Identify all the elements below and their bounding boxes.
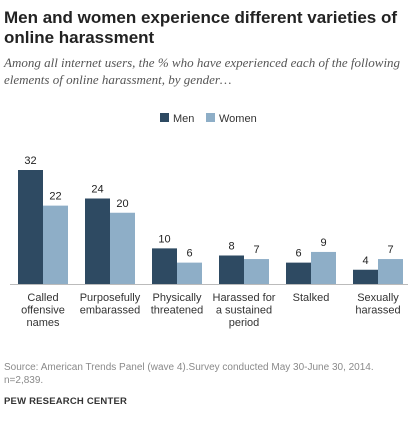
category-label: Stalked [293,292,330,304]
data-label: 6 [295,248,301,260]
legend-swatch [160,113,169,122]
category-label-line: Called [27,292,58,304]
bar-chart: Men Women 32 22 24 20 10 6 8 7 6 9 4 7 Called offensi… [10,113,408,329]
bar-men [18,170,43,284]
category-label-line: Purposefully [80,292,141,304]
data-label: 24 [91,184,103,196]
category-label-line: threatened [151,305,204,317]
category-label-line: offensive [21,305,65,317]
category-label: Sexually harassed [355,292,400,317]
category-label-line: Sexually [357,292,399,304]
data-label: 7 [253,244,259,256]
category-label-line: harassed [355,305,400,317]
bar-women [311,251,336,284]
legend-men: Men [160,113,194,125]
legend-label: Women [219,113,257,125]
bar-women [177,262,202,284]
chart-subtitle: Among all internet users, the % who have… [4,55,401,87]
bars: 32 22 24 20 10 6 8 7 6 9 4 7 [18,155,403,284]
source-note: Source: American Trends Panel (wave 4).S… [4,362,374,386]
category-label: Called offensive names [21,292,65,329]
data-label: 20 [116,198,128,210]
bar-women [244,259,269,284]
legend-label: Men [173,113,194,125]
legend-women: Women [206,113,257,125]
category-label-line: Physically [153,292,202,304]
data-label: 32 [24,155,36,167]
category-label: Harassed for a sustained period [213,292,276,329]
data-label: 4 [362,255,368,267]
data-label: 9 [320,237,326,249]
bar-women [110,212,135,284]
bar-women [378,259,403,284]
bar-men [286,262,311,284]
category-label-line: Stalked [293,292,330,304]
data-label: 8 [228,241,234,253]
bar-men [85,198,110,284]
bar-women [43,205,68,284]
category-label-line: names [26,317,60,329]
category-label-line: period [229,317,260,329]
legend-swatch [206,113,215,122]
bar-men [219,255,244,284]
category-label: Physically threatened [151,292,204,317]
data-label: 22 [49,191,61,203]
data-label: 6 [186,248,192,260]
category-label-line: Harassed for [213,292,276,304]
category-label-line: a sustained [216,305,272,317]
bar-men [152,248,177,284]
data-label: 7 [387,244,393,256]
bar-men [353,269,378,284]
category-labels: Called offensive names Purposefully embarass… [21,292,401,329]
organization-credit: PEW RESEARCH CENTER [4,396,128,407]
chart-title: Men and women experience different varie… [4,8,398,47]
category-label: Purposefully embarassed [80,292,141,317]
category-label-line: embarassed [80,305,141,317]
legend: Men Women [160,113,257,125]
data-label: 10 [158,233,170,245]
